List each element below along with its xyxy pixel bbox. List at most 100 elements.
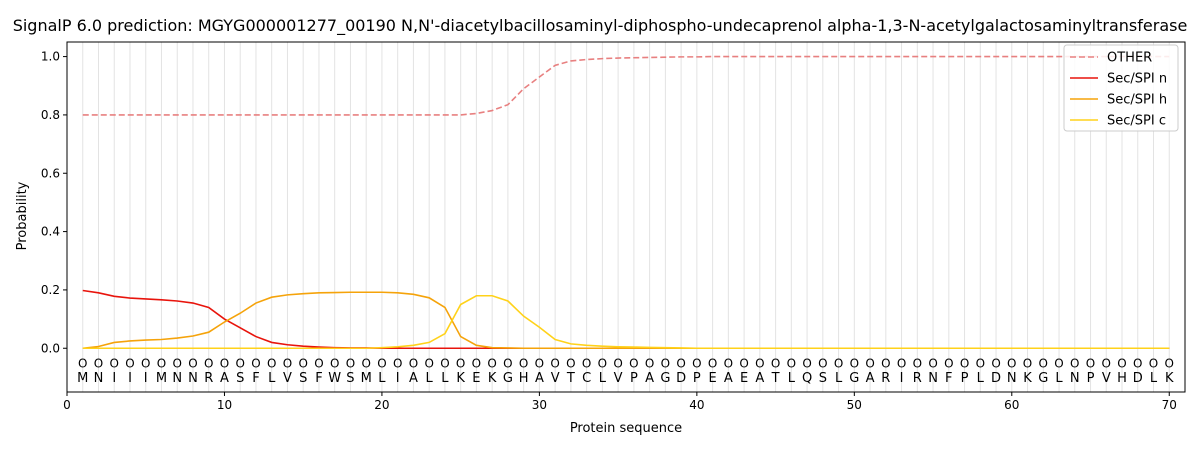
residue-marker: O [1023, 356, 1032, 370]
legend-label: OTHER [1107, 51, 1152, 66]
residue-marker: O [330, 356, 339, 370]
residue-letter: N [1007, 371, 1017, 386]
residue-marker: O [739, 356, 748, 370]
x-tick-label: 20 [374, 398, 389, 412]
residue-letter: P [961, 371, 969, 386]
residue-marker: O [267, 356, 276, 370]
residue-letter: R [913, 371, 922, 386]
x-tick-label: 0 [63, 398, 71, 412]
residue-marker: O [519, 356, 528, 370]
residue-letter: G [1038, 371, 1048, 386]
residue-letter: F [252, 371, 259, 386]
residue-letter: P [1087, 371, 1095, 386]
residue-marker: O [204, 356, 213, 370]
y-axis-label: Probability [15, 181, 30, 250]
residue-marker: O [991, 356, 1000, 370]
residue-marker: O [834, 356, 843, 370]
residue-letter: V [614, 371, 623, 386]
x-tick-label: 70 [1162, 398, 1177, 412]
residue-letter: L [835, 371, 843, 386]
residue-letter: D [676, 371, 686, 386]
residue-letter: V [283, 371, 292, 386]
residue-marker: O [172, 356, 181, 370]
residue-marker: O [960, 356, 969, 370]
residue-marker: O [409, 356, 418, 370]
residue-letter: S [299, 371, 307, 386]
residue-marker: O [1165, 356, 1174, 370]
residue-marker: O [78, 356, 87, 370]
residue-letter: H [1117, 371, 1127, 386]
residue-marker: O [755, 356, 764, 370]
residue-letter: W [328, 371, 341, 386]
residue-marker: O [865, 356, 874, 370]
residue-letter: M [156, 371, 167, 386]
residue-marker: O [456, 356, 465, 370]
chart-title: SignalP 6.0 prediction: MGYG000001277_00… [13, 16, 1188, 36]
residue-marker: O [566, 356, 575, 370]
residue-letter: N [172, 371, 182, 386]
residue-letter: D [1133, 371, 1143, 386]
residue-letter: I [396, 371, 400, 386]
residue-marker: O [94, 356, 103, 370]
x-tick-label: 10 [217, 398, 232, 412]
residue-letter: G [503, 371, 513, 386]
x-tick-label: 60 [1004, 398, 1019, 412]
residue-marker: O [424, 356, 433, 370]
residue-marker: O [298, 356, 307, 370]
residue-marker: O [1007, 356, 1016, 370]
plot-area: OMONOIOIOIOMONONOROAOSOFOLOVOSOFOWOSOMOL… [41, 41, 1186, 412]
residue-marker: O [141, 356, 150, 370]
residue-letter: F [315, 371, 322, 386]
y-tick-label: 0.8 [41, 108, 60, 122]
legend-label: Sec/SPI h [1107, 93, 1167, 108]
residue-letter: V [551, 371, 560, 386]
legend-box [1063, 44, 1179, 132]
residue-letter: I [900, 371, 904, 386]
residue-marker: O [361, 356, 370, 370]
residue-letter: G [660, 371, 670, 386]
residue-letter: A [535, 371, 544, 386]
y-tick-label: 0.4 [41, 225, 60, 239]
residue-marker: O [110, 356, 119, 370]
residue-letter: L [599, 371, 607, 386]
residue-letter: N [94, 371, 104, 386]
residue-letter: L [268, 371, 276, 386]
residue-marker: O [503, 356, 512, 370]
x-tick-label: 50 [847, 398, 862, 412]
residue-letter: L [1055, 371, 1063, 386]
y-tick-label: 0.2 [41, 283, 60, 297]
residue-marker: O [629, 356, 638, 370]
residue-marker: O [976, 356, 985, 370]
residue-letter: D [991, 371, 1001, 386]
axes-frame [66, 41, 1186, 393]
residue-marker: O [188, 356, 197, 370]
residue-letter: K [1165, 371, 1174, 386]
residue-marker: O [1149, 356, 1158, 370]
residue-letter: E [472, 371, 480, 386]
residue-marker: O [676, 356, 685, 370]
residue-marker: O [928, 356, 937, 370]
residue-letter: R [204, 371, 213, 386]
residue-marker: O [157, 356, 166, 370]
residue-letter: A [220, 371, 229, 386]
x-tick-label: 40 [689, 398, 704, 412]
residue-letter: N [1070, 371, 1080, 386]
residue-marker: O [220, 356, 229, 370]
residue-marker: O [771, 356, 780, 370]
x-axis-label: Protein sequence [570, 421, 682, 436]
residue-letter: R [881, 371, 890, 386]
residue-marker: O [1070, 356, 1079, 370]
residue-marker: O [1117, 356, 1126, 370]
series-line-sec-spi-c [82, 294, 1170, 350]
residue-marker: O [1039, 356, 1048, 370]
series-group [82, 55, 1170, 350]
residue-marker: O [881, 356, 890, 370]
residue-letter: P [630, 371, 638, 386]
residue-marker: O [535, 356, 544, 370]
residue-marker: O [692, 356, 701, 370]
residue-marker: O [818, 356, 827, 370]
residue-letter: L [1150, 371, 1158, 386]
residue-letter: A [645, 371, 654, 386]
residue-marker: O [1102, 356, 1111, 370]
residue-letter: I [144, 371, 148, 386]
